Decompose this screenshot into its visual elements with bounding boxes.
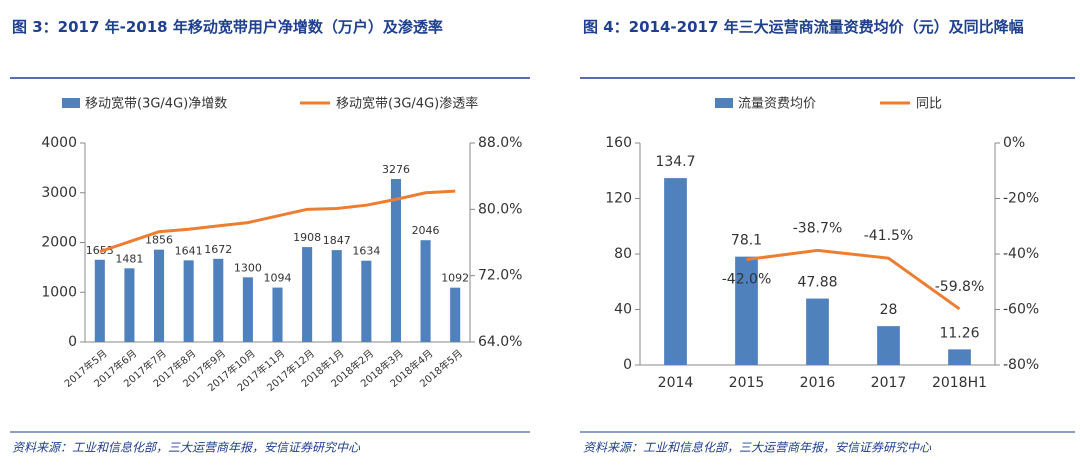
- tick-label: 120: [605, 191, 632, 207]
- line-label: -41.5%: [864, 228, 914, 244]
- bar: [420, 240, 431, 342]
- bar: [806, 298, 829, 365]
- tick-label: 72.0%: [478, 268, 522, 284]
- source: 资料来源：工业和信息化部，三大运营商年报，安信证券研究中心: [12, 441, 361, 455]
- bar-label: 1092: [441, 272, 469, 285]
- tick-label: -40%: [1003, 246, 1039, 262]
- tick-label: -60%: [1003, 302, 1039, 318]
- legend-swatch: [715, 98, 733, 108]
- line-label: -42.0%: [722, 272, 772, 288]
- bar-label: 1908: [293, 231, 321, 244]
- bar: [331, 250, 342, 342]
- bar: [390, 179, 401, 342]
- tick-label: 2000: [41, 235, 77, 251]
- tick-label: -20%: [1003, 191, 1039, 207]
- line-label: -38.7%: [793, 220, 843, 236]
- bar-label: 3276: [382, 163, 410, 176]
- tick-label: 64.0%: [478, 334, 522, 350]
- legend-label: 移动宽带(3G/4G)净增数: [85, 96, 227, 112]
- tick-label: 80: [614, 246, 632, 262]
- tick-label: 3000: [41, 185, 77, 201]
- tick-label: 0%: [1003, 135, 1025, 151]
- line: [99, 189, 456, 254]
- tick-label: -80%: [1003, 357, 1039, 373]
- tick-label: 1000: [41, 284, 77, 300]
- bar: [183, 260, 194, 342]
- bar: [213, 258, 224, 342]
- x-tick-label: 2018H1: [932, 375, 987, 391]
- x-tick-label: 2016: [800, 375, 836, 391]
- bar: [361, 260, 372, 342]
- bar: [154, 249, 165, 342]
- bar-label: 47.88: [797, 275, 837, 291]
- tick-label: 4000: [41, 135, 77, 151]
- bar-label: 1300: [234, 261, 262, 274]
- bar-label: 134.7: [655, 154, 695, 170]
- bar-label: 1634: [352, 245, 380, 258]
- bar: [242, 277, 253, 342]
- source: 资料来源：工业和信息化部，三大运营商年报，安信证券研究中心: [583, 441, 932, 455]
- legend-label: 同比: [916, 97, 942, 112]
- bar: [450, 287, 461, 342]
- tick-label: 40: [614, 302, 632, 318]
- bar: [948, 349, 971, 365]
- bar: [877, 326, 900, 365]
- line-label: -59.8%: [935, 279, 985, 295]
- legend-label: 流量资费均价: [738, 97, 816, 112]
- legend-label: 移动宽带(3G/4G)渗透率: [336, 96, 478, 112]
- bar-label: 11.26: [939, 325, 979, 341]
- bar-label: 78.1: [731, 233, 762, 249]
- bar: [124, 268, 135, 342]
- bar-label: 28: [880, 302, 898, 318]
- x-tick-label: 2015: [729, 375, 765, 391]
- bar-label: 1856: [145, 234, 173, 247]
- chart-title: 图 3：2017 年-2018 年移动宽带用户净增数（万户）及渗透率: [12, 18, 443, 36]
- line: [746, 248, 961, 311]
- bar-label: 1672: [204, 243, 232, 256]
- bar: [664, 178, 687, 365]
- tick-label: 0: [68, 334, 77, 350]
- bar: [272, 287, 283, 342]
- bar-label: 1641: [175, 244, 203, 257]
- tick-label: 0: [623, 357, 632, 373]
- tick-label: 88.0%: [478, 135, 522, 151]
- x-tick-label: 2014: [658, 375, 694, 391]
- bar: [735, 256, 758, 365]
- bar-label: 1847: [323, 234, 351, 247]
- tick-label: 80.0%: [478, 201, 522, 217]
- tick-label: 160: [605, 135, 632, 151]
- bar-label: 1481: [115, 252, 143, 265]
- bar: [94, 259, 105, 342]
- bar: [302, 247, 313, 342]
- x-tick-label: 2017: [871, 375, 907, 391]
- chart-title: 图 4：2014-2017 年三大运营商流量资费均价（元）及同比降幅: [583, 18, 1024, 36]
- bar-label: 1094: [264, 272, 292, 285]
- legend-swatch: [62, 98, 80, 108]
- bar-label: 2046: [412, 224, 440, 237]
